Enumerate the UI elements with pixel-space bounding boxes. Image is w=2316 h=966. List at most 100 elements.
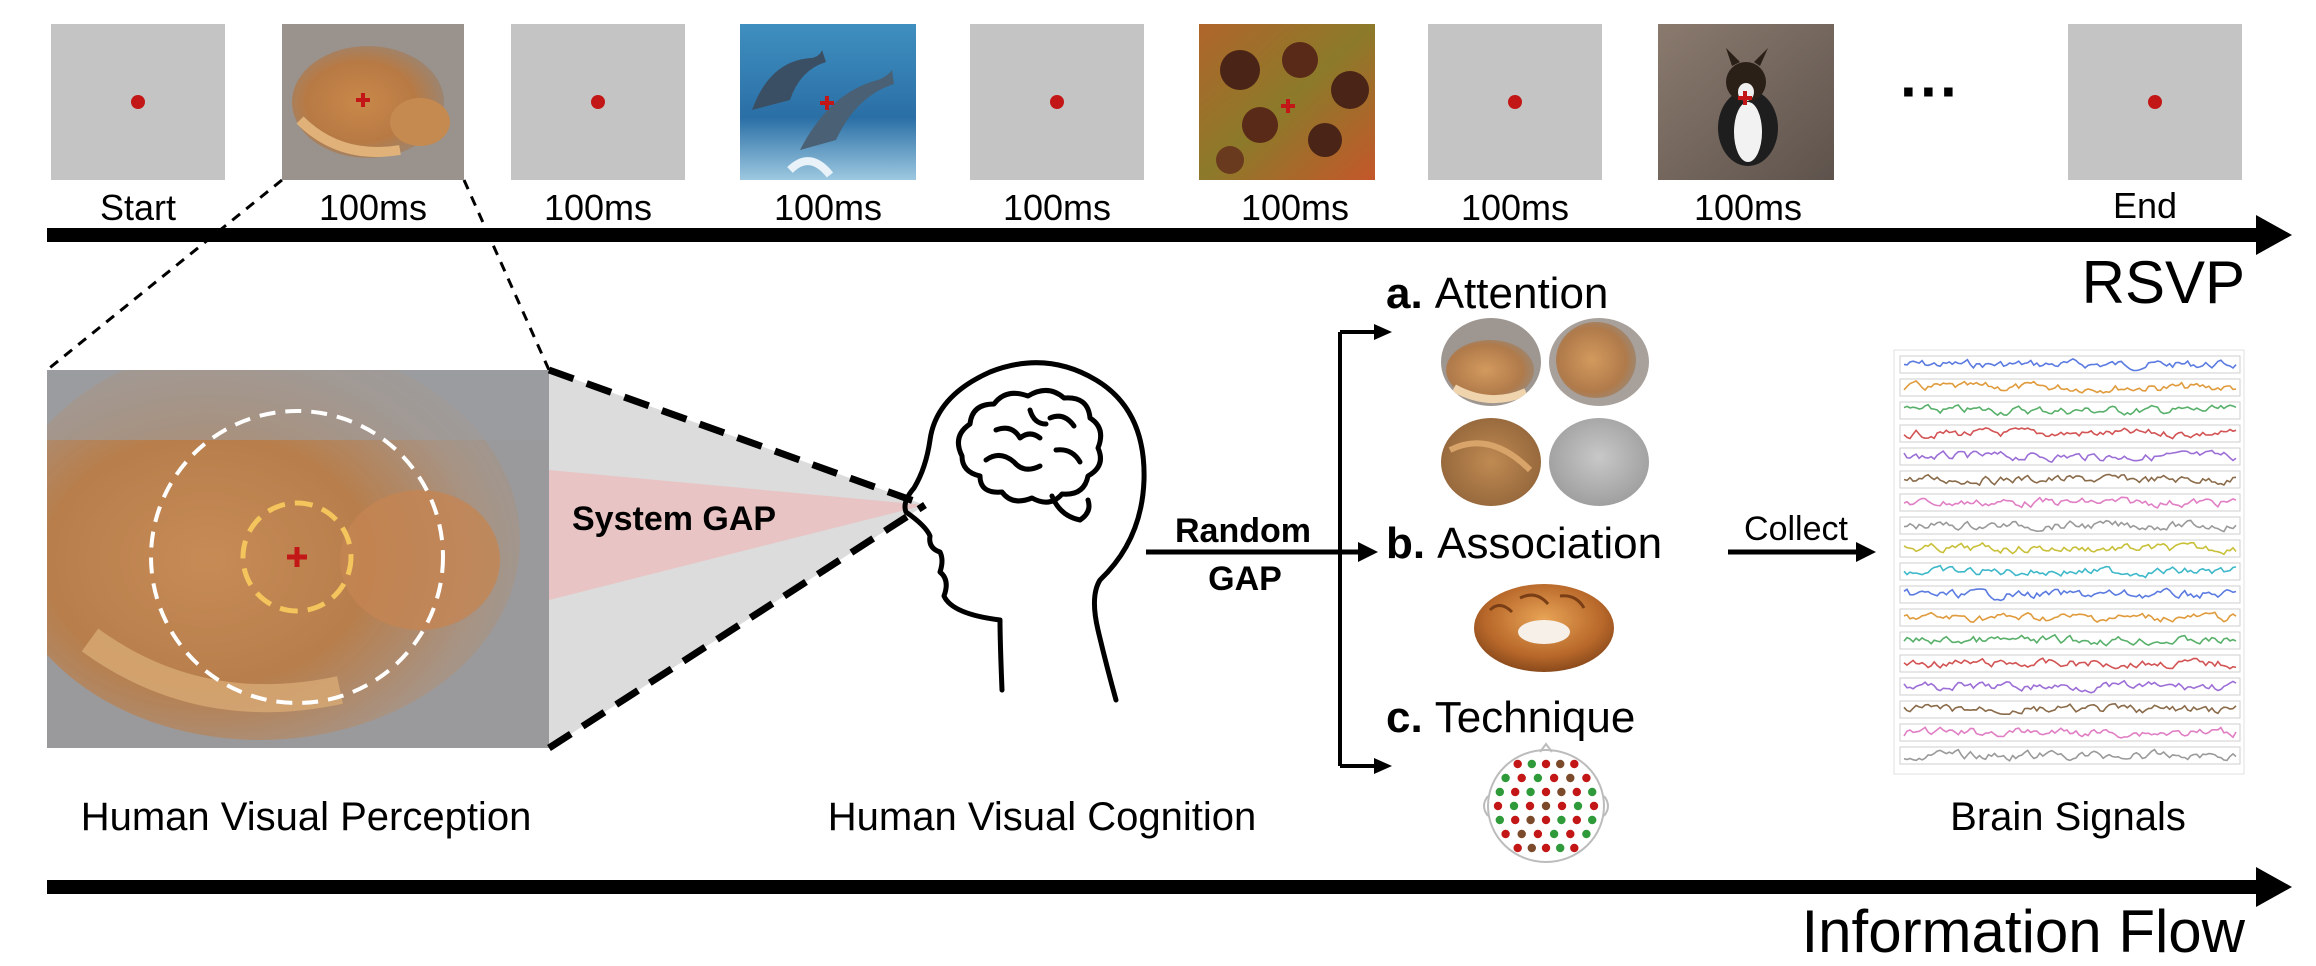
cognition-label: Human Visual Cognition	[828, 795, 1256, 839]
gap-dashed-line-top	[547, 366, 927, 509]
rsvp-frame-blank-6	[1428, 24, 1602, 180]
eeg-electrode	[1541, 787, 1551, 797]
rsvp-label-5: 100ms	[1003, 187, 1111, 228]
eeg-electrode	[1501, 829, 1510, 839]
signal-trace	[1903, 541, 2237, 556]
signal-channel-frame	[1899, 447, 2241, 466]
branch-bracket	[1338, 324, 1392, 774]
perception-label: Human Visual Perception	[81, 795, 532, 839]
eeg-electrode	[1526, 815, 1535, 825]
gap-dashed-line-bottom	[547, 502, 927, 751]
signal-trace	[1903, 702, 2237, 715]
collect-arrowhead-icon	[1856, 542, 1876, 562]
eeg-electrode	[1495, 787, 1505, 797]
eeg-electrode	[1572, 787, 1582, 797]
association-heading: b. Association	[1386, 519, 1662, 568]
random-gap-label-line2: GAP	[1208, 560, 1282, 598]
technique-heading: c. Technique	[1386, 693, 1635, 742]
information-flow-title: Information Flow	[1802, 898, 2246, 965]
eeg-electrode	[1513, 759, 1522, 769]
fixation-cross-icon	[820, 96, 834, 110]
signal-trace	[1903, 519, 2237, 533]
eeg-electrode	[1541, 815, 1551, 825]
eeg-electrode	[1493, 801, 1503, 811]
signal-channel-frame	[1899, 700, 2241, 719]
croissant-image	[1474, 584, 1614, 672]
signal-trace	[1903, 657, 2237, 670]
fixation-cross-icon	[1050, 95, 1064, 109]
eeg-electrode	[1533, 829, 1543, 839]
signal-trace	[1903, 403, 2237, 417]
signal-channel-frame	[1899, 493, 2241, 512]
system-gap-label: System GAP	[572, 500, 776, 538]
eeg-electrode	[1566, 773, 1575, 783]
eeg-electrode	[1517, 773, 1526, 783]
rsvp-label-end: End	[2113, 185, 2177, 226]
brain-signals-label: Brain Signals	[1950, 795, 2186, 839]
eeg-electrode	[1527, 759, 1537, 769]
eeg-electrode	[1509, 801, 1519, 811]
rsvp-frame-end	[2068, 24, 2242, 180]
rsvp-timeline-arrow	[47, 215, 2292, 255]
signal-channel-frame	[1899, 516, 2241, 535]
rsvp-title: RSVP	[2082, 249, 2245, 316]
eeg-electrode	[1511, 815, 1520, 825]
eeg-electrode-map	[1483, 742, 1609, 863]
eeg-electrode	[1570, 843, 1579, 853]
signal-trace	[1903, 496, 2237, 509]
signal-trace	[1903, 679, 2237, 694]
signal-channel-frame	[1899, 631, 2241, 650]
rsvp-label-8: 100ms	[1694, 187, 1802, 228]
signal-channel-frame	[1899, 378, 2241, 397]
rsvp-frame-blank-2	[511, 24, 685, 180]
fixation-cross-icon	[287, 547, 307, 567]
rsvp-label-4: 100ms	[774, 187, 882, 228]
eeg-electrode	[1557, 801, 1567, 811]
signal-channel-frame	[1899, 539, 2241, 558]
fixation-cross-icon	[1738, 91, 1752, 105]
rsvp-frame-blank-4	[970, 24, 1144, 180]
signal-trace	[1903, 449, 2237, 464]
rsvp-label-7: 100ms	[1461, 187, 1569, 228]
eeg-electrode	[1573, 801, 1583, 811]
eeg-electrode	[1582, 829, 1591, 839]
eeg-electrode	[1582, 773, 1591, 783]
eeg-electrode	[1556, 843, 1565, 853]
signal-trace	[1903, 611, 2237, 624]
eeg-electrode	[1566, 829, 1575, 839]
system-gap-cone-inner	[549, 470, 925, 600]
fixation-cross-icon	[131, 95, 145, 109]
peripheral-vision-circle	[149, 409, 445, 705]
eeg-electrode	[1525, 801, 1535, 811]
signal-trace	[1903, 587, 2237, 602]
eeg-electrode	[1511, 787, 1520, 797]
eeg-electrode	[1549, 773, 1559, 783]
signal-channel-frame	[1899, 424, 2241, 443]
perception-image	[47, 370, 549, 748]
fixation-cross-icon	[591, 95, 605, 109]
rsvp-ellipsis: ···	[1900, 58, 1960, 125]
signal-channel-frame	[1899, 746, 2241, 765]
signal-trace	[1903, 357, 2237, 372]
rsvp-frame-cat	[282, 24, 464, 180]
rsvp-frame-dog	[1658, 24, 1834, 180]
eeg-electrode	[1495, 815, 1505, 825]
eeg-electrode	[1589, 801, 1599, 811]
signal-trace	[1903, 380, 2237, 394]
signal-trace	[1903, 427, 2237, 440]
zoom-line-left	[46, 178, 283, 372]
eeg-electrode	[1556, 759, 1565, 769]
signal-trace	[1903, 633, 2237, 647]
signal-channel-frame	[1899, 401, 2241, 420]
eeg-electrode	[1541, 843, 1551, 853]
rsvp-frame-chestnuts	[1199, 24, 1375, 180]
signal-trace	[1903, 473, 2237, 487]
head-brain-icon	[902, 360, 1147, 703]
fixation-cross-icon	[356, 93, 370, 107]
fixation-cross-icon	[1508, 95, 1522, 109]
signal-channel-frame	[1899, 355, 2241, 374]
eeg-electrode	[1570, 759, 1579, 769]
signal-channel-frame	[1899, 677, 2241, 696]
eeg-electrode	[1541, 759, 1551, 769]
